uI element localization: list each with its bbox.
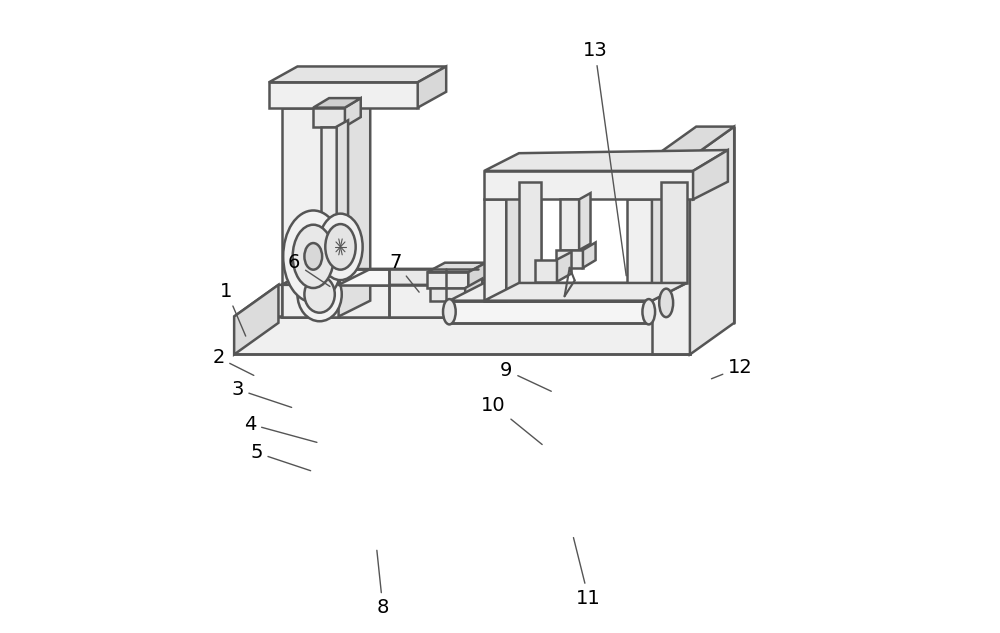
Text: 8: 8	[377, 550, 389, 617]
Polygon shape	[321, 127, 337, 228]
Polygon shape	[339, 92, 370, 316]
Polygon shape	[418, 66, 446, 108]
Ellipse shape	[659, 289, 673, 317]
Polygon shape	[282, 285, 446, 316]
Ellipse shape	[293, 225, 334, 288]
Polygon shape	[282, 269, 478, 285]
Polygon shape	[484, 283, 687, 301]
Polygon shape	[506, 182, 541, 301]
Polygon shape	[535, 260, 557, 282]
Polygon shape	[339, 269, 389, 285]
Polygon shape	[313, 108, 345, 127]
Text: 10: 10	[481, 396, 542, 444]
Ellipse shape	[297, 267, 342, 321]
Polygon shape	[652, 182, 687, 301]
Polygon shape	[337, 120, 348, 228]
Polygon shape	[661, 182, 687, 283]
Text: 4: 4	[244, 415, 317, 442]
Polygon shape	[449, 283, 684, 301]
Text: 6: 6	[288, 253, 330, 287]
Polygon shape	[484, 171, 693, 199]
Polygon shape	[446, 269, 478, 316]
Polygon shape	[484, 199, 506, 301]
Text: 11: 11	[573, 537, 601, 608]
Polygon shape	[234, 285, 734, 316]
Ellipse shape	[325, 224, 356, 270]
Text: 1: 1	[220, 282, 246, 336]
Polygon shape	[693, 150, 728, 199]
Text: 2: 2	[212, 348, 254, 375]
Polygon shape	[583, 242, 596, 268]
Text: 3: 3	[231, 380, 292, 408]
Polygon shape	[579, 193, 591, 250]
Polygon shape	[269, 82, 418, 108]
Polygon shape	[690, 127, 734, 354]
Polygon shape	[389, 285, 446, 316]
Ellipse shape	[304, 276, 335, 313]
Polygon shape	[427, 263, 486, 272]
Text: 5: 5	[250, 443, 311, 471]
Ellipse shape	[304, 243, 322, 270]
Polygon shape	[345, 98, 361, 127]
Polygon shape	[468, 263, 486, 288]
Ellipse shape	[443, 299, 456, 324]
Text: 13: 13	[583, 41, 626, 276]
Polygon shape	[339, 269, 478, 285]
Ellipse shape	[283, 210, 343, 303]
Polygon shape	[519, 182, 541, 283]
Polygon shape	[430, 288, 465, 301]
Polygon shape	[234, 285, 278, 354]
Polygon shape	[427, 272, 468, 288]
Polygon shape	[282, 92, 370, 108]
Text: 12: 12	[711, 358, 753, 379]
Text: 7: 7	[389, 253, 419, 292]
Polygon shape	[465, 279, 482, 301]
Text: 9: 9	[500, 361, 551, 391]
Polygon shape	[627, 199, 652, 301]
Polygon shape	[557, 252, 572, 282]
Polygon shape	[484, 150, 728, 171]
Polygon shape	[234, 316, 690, 354]
Ellipse shape	[318, 214, 363, 280]
Ellipse shape	[642, 299, 655, 324]
Polygon shape	[560, 199, 579, 250]
Polygon shape	[652, 127, 734, 158]
Polygon shape	[282, 108, 339, 316]
Polygon shape	[269, 66, 446, 82]
Polygon shape	[652, 158, 690, 354]
Polygon shape	[449, 301, 649, 323]
Polygon shape	[556, 250, 583, 268]
Polygon shape	[313, 98, 361, 108]
